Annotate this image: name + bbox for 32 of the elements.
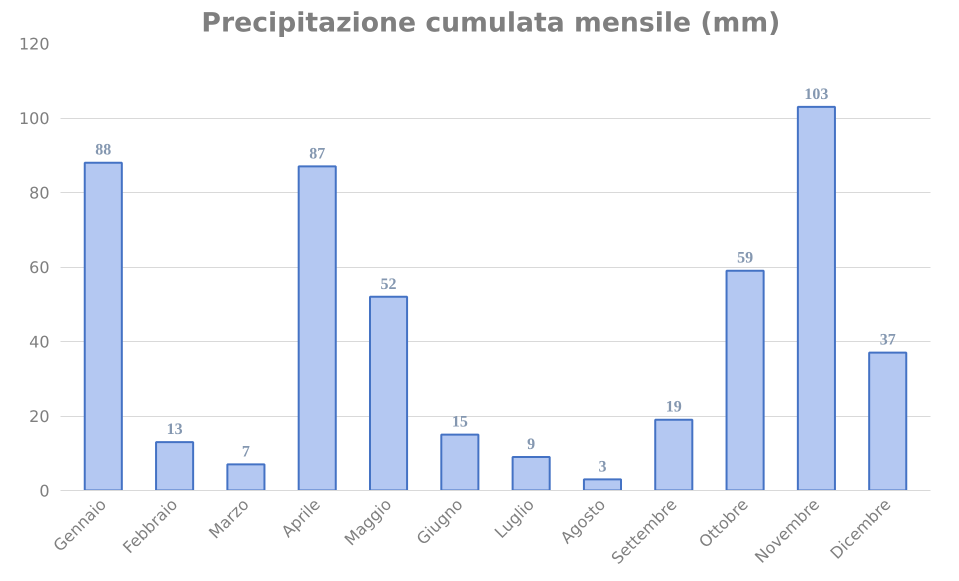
data-label: 15 bbox=[452, 414, 468, 431]
y-tick-label: 80 bbox=[29, 184, 50, 202]
data-label: 103 bbox=[804, 86, 828, 103]
y-tick-label: 100 bbox=[18, 109, 50, 128]
bar bbox=[298, 165, 337, 490]
bar bbox=[440, 434, 480, 490]
y-tick-label: 60 bbox=[29, 258, 50, 277]
bar bbox=[84, 162, 123, 490]
data-label: 59 bbox=[737, 250, 754, 267]
data-label: 13 bbox=[166, 421, 183, 438]
data-label: 9 bbox=[527, 436, 536, 453]
bar bbox=[796, 106, 836, 490]
data-label: 37 bbox=[880, 332, 896, 349]
y-tick-label: 120 bbox=[18, 34, 50, 54]
chart-title: Precipitazione cumulata mensile (mm) bbox=[201, 8, 780, 38]
bar bbox=[654, 418, 694, 490]
data-label: 3 bbox=[598, 458, 606, 476]
y-tick-label: 40 bbox=[29, 332, 50, 352]
bar bbox=[368, 296, 408, 490]
bar bbox=[582, 478, 622, 490]
data-label: 7 bbox=[242, 443, 250, 460]
data-label: 87 bbox=[309, 145, 326, 162]
data-label: 52 bbox=[380, 276, 397, 293]
y-tick-label: 0 bbox=[39, 482, 50, 500]
bar bbox=[226, 463, 266, 490]
y-tick-label: 20 bbox=[29, 407, 50, 426]
data-label: 19 bbox=[666, 398, 682, 416]
bar bbox=[155, 441, 194, 490]
bar bbox=[868, 352, 908, 490]
bar bbox=[512, 456, 551, 490]
data-label: 88 bbox=[95, 142, 112, 159]
bar bbox=[726, 270, 765, 490]
